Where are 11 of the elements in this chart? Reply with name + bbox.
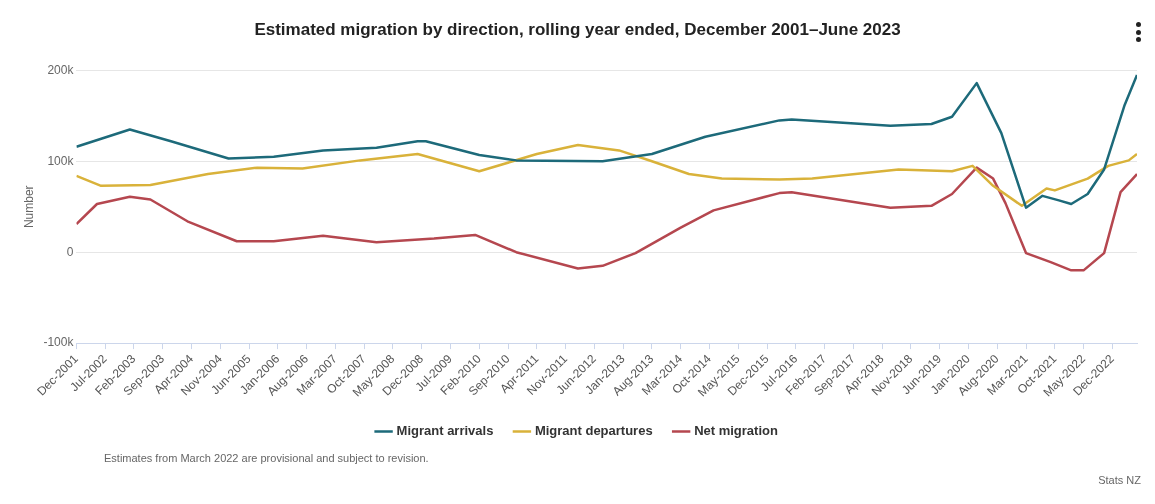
y-axis-title: Number [21,185,36,229]
legend-label: Migrant departures [534,423,653,439]
y-tick-label: -100k [43,335,75,350]
y-tick-label: 200k [47,62,75,77]
y-tick-label: 100k [47,153,75,168]
text: Estimates from March 2022 are provisional and subject to revision. [103,451,430,464]
y-tick-label: 0 [66,244,74,259]
chart-title: Estimated migration by direction, rolling year ended, December 2001–June 2023 [254,19,901,39]
legend-label: Net migration [694,423,778,439]
text: Stats NZ [1097,473,1142,486]
legend-label: Migrant arrivals [396,423,494,439]
